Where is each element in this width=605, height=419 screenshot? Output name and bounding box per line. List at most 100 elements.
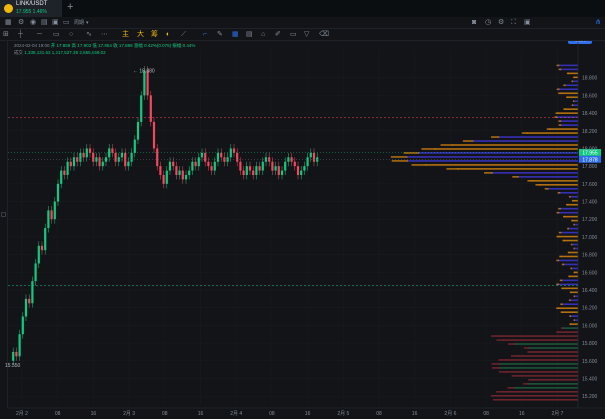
volume-profile-bar-edge <box>567 251 570 254</box>
volume-profile-bar-edge <box>411 164 427 166</box>
volume-profile-bar <box>570 323 578 325</box>
volume-profile-bar-edge <box>403 152 420 154</box>
ohlc-info: 2024-02-04 19:00 开 17.859 高 17.903 低 17.… <box>14 43 195 49</box>
grid-icon[interactable]: ▦ <box>5 19 12 26</box>
candle-body <box>15 351 18 357</box>
calendar-icon[interactable]: ▣ <box>52 19 59 26</box>
volume-profile-bar <box>562 311 578 313</box>
volume-profile-bar <box>498 363 578 365</box>
volume-profile-bar <box>569 195 578 198</box>
candle-body <box>98 157 101 167</box>
volume-profile-bar <box>407 160 578 162</box>
candle-body <box>207 161 210 167</box>
alarm-icon[interactable]: ◉ <box>30 19 37 26</box>
candle-body <box>12 351 15 361</box>
volume-profile-bar <box>516 355 578 357</box>
candle-body <box>296 166 300 175</box>
volume-profile-bar-edge <box>523 347 530 349</box>
volume-profile-bar-edge <box>390 156 408 158</box>
interval-select[interactable]: 周期 <box>74 20 85 26</box>
share-icon[interactable]: ⋔ <box>595 19 601 26</box>
circle-icon[interactable]: ○ <box>69 31 74 38</box>
price-tick: 18.600 <box>582 93 598 99</box>
volume-profile-bar <box>573 100 578 103</box>
tool-yellow-3-icon[interactable]: 筹 <box>151 31 158 38</box>
volume-profile-bar <box>499 398 578 401</box>
folder-icon[interactable]: ▭ <box>290 31 297 38</box>
filter-icon[interactable]: ▽ <box>304 31 310 38</box>
volume-profile-bar <box>498 367 578 369</box>
volume-profile-bar-edge <box>566 96 569 99</box>
volume-profile-bar-edge <box>492 398 501 401</box>
candle-body <box>72 157 76 167</box>
camera-icon[interactable]: ◙ <box>472 19 477 26</box>
volume-profile-bar-edge <box>508 343 515 345</box>
volume-profile-bar <box>562 287 578 290</box>
price-tick: 16.000 <box>582 323 598 329</box>
volume-profile-bar-edge <box>570 267 572 270</box>
screen-icon[interactable]: ▭ <box>63 19 70 26</box>
edit-icon[interactable]: ✐ <box>275 31 281 38</box>
volume-profile-bar-edge <box>556 235 560 238</box>
chevron-down-icon[interactable]: ▾ <box>86 20 89 26</box>
volume-profile-bar-edge <box>535 184 540 186</box>
sidebar-collapse-icon[interactable] <box>1 212 6 217</box>
candle-body <box>156 148 159 167</box>
add-tab-button[interactable]: + <box>67 1 74 13</box>
brush-icon[interactable]: ✎ <box>217 31 223 38</box>
price-tick: 15.800 <box>582 341 598 347</box>
strategy-icon[interactable]: ⟋ <box>181 31 186 38</box>
volume-profile-bar <box>560 68 578 71</box>
layout-icon[interactable]: ▤ <box>41 19 48 26</box>
tool-yellow-1-icon[interactable]: 主 <box>122 31 129 38</box>
candle-body <box>66 161 69 175</box>
candle-body <box>172 161 175 167</box>
cursor-icon[interactable]: ⊞ <box>3 31 9 38</box>
rect-icon[interactable]: ▭ <box>53 31 60 38</box>
candle-body <box>79 152 82 162</box>
candle-body <box>309 152 312 158</box>
volume-profile-bar <box>538 184 578 186</box>
line-icon[interactable]: ─ <box>37 31 42 38</box>
last-price-tag: 17.955 <box>582 150 598 156</box>
volume-profile-bar-edge <box>563 215 566 218</box>
tab-bar: LINK/USDT 17.955 1.46% + <box>0 0 605 17</box>
gear-icon[interactable]: ⚙ <box>498 19 505 26</box>
candle-body <box>40 245 44 251</box>
candle-body <box>95 157 98 162</box>
expand-icon[interactable]: ▣ <box>524 19 531 26</box>
clock-icon[interactable]: ◷ <box>485 19 492 26</box>
candle-body <box>220 152 223 158</box>
volume-info: 成交 1,338,131.63 1,317,527.39 2,655,659.0… <box>14 50 106 56</box>
price-tick: 16.200 <box>582 306 598 312</box>
volume-profile-bar-edge <box>560 311 564 313</box>
volume-profile-bar <box>549 128 578 130</box>
settings-icon[interactable]: ⚙ <box>18 19 25 26</box>
more-icon[interactable]: ⋯ <box>101 31 108 38</box>
volume-profile-bar <box>561 279 578 282</box>
trash-icon[interactable]: ⌫ <box>319 31 329 38</box>
symbol-tab[interactable]: LINK/USDT 17.955 1.46% <box>0 0 62 17</box>
template-icon[interactable]: ▤ <box>246 31 253 38</box>
volume-profile-bar-edge <box>498 371 507 373</box>
crosshair-icon[interactable]: ┼ <box>18 31 23 38</box>
top-toolbar: ▦ ⚙ ◉ ▤ ▣ ▭ 周期 ▾ 15s ◙ ◷ ⚙ ⛶ ▣ Crypto K线… <box>0 17 605 44</box>
tool-yellow-4-icon[interactable]: ◐ <box>166 31 171 38</box>
time-tick: 08 <box>376 411 382 417</box>
volume-profile-bar <box>569 275 578 278</box>
volume-profile-bar-edge <box>571 219 573 222</box>
selection-icon[interactable]: ⌐ <box>203 31 208 38</box>
candle-body <box>312 152 316 162</box>
candle-body <box>117 157 120 162</box>
volume-profile-bar <box>573 295 578 298</box>
fullscreen-icon[interactable]: ⛶ <box>511 19 516 26</box>
lock-icon[interactable]: ⌂ <box>261 31 266 38</box>
volume-profile-bar <box>559 191 578 194</box>
grid-toggle-icon[interactable]: ▦ <box>232 31 239 38</box>
pen-icon[interactable]: ∿ <box>86 31 92 38</box>
tool-yellow-2-icon[interactable]: 大 <box>137 31 144 38</box>
volume-profile-bar-edge <box>555 112 559 114</box>
candle-body <box>252 170 255 175</box>
time-tick: 2月 3 <box>123 411 135 417</box>
